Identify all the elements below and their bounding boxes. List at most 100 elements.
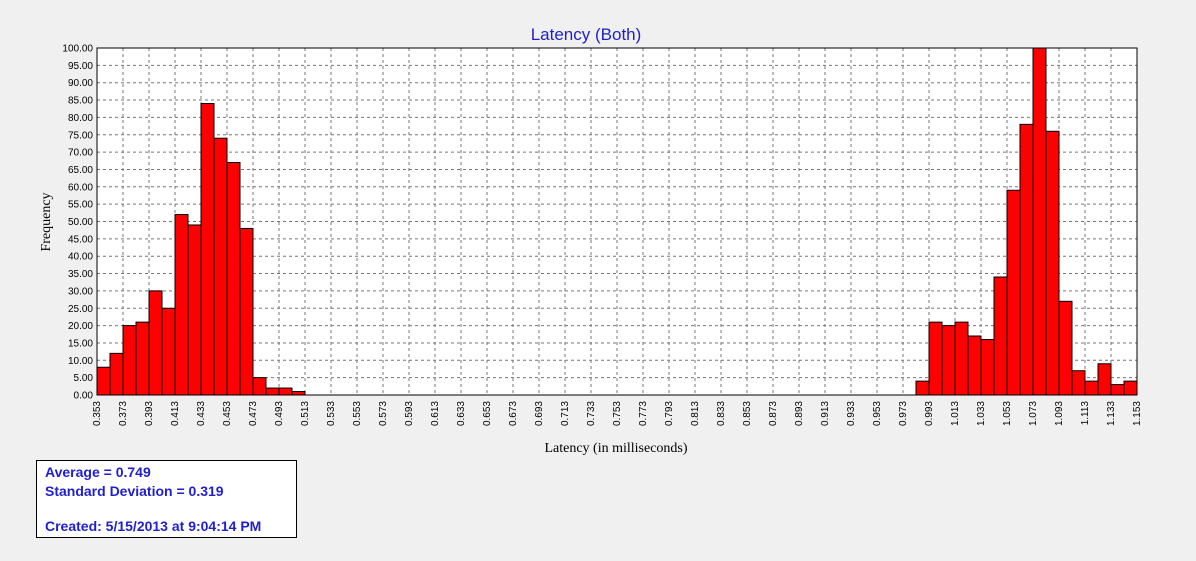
histogram-bar <box>213 137 228 396</box>
x-tick-label: 0.693 <box>534 401 545 426</box>
y-tick-label: 45.00 <box>68 234 93 245</box>
y-tick-label: 0.00 <box>74 391 94 402</box>
x-tick-label: 0.733 <box>586 401 597 426</box>
histogram-bar <box>135 321 150 396</box>
histogram-bar <box>1084 380 1099 396</box>
histogram-bar <box>993 276 1008 396</box>
average-text: Average = 0.749 <box>45 464 151 480</box>
y-tick-labels: 0.00 5.00 10.00 15.00 20.00 25.00 30.00 35.00 40… <box>62 44 93 402</box>
y-tick-label: 50.00 <box>68 217 93 228</box>
y-tick-label: 70.00 <box>68 148 93 159</box>
y-tick-label: 30.00 <box>68 286 93 297</box>
histogram-bar <box>1006 189 1021 396</box>
y-tick-label: 85.00 <box>68 96 93 107</box>
x-tick-label: 0.773 <box>638 401 649 426</box>
x-tick-label: 0.413 <box>170 401 181 426</box>
x-tick-label: 1.073 <box>1028 401 1039 426</box>
x-tick-label: 0.373 <box>118 401 129 426</box>
histogram-bar <box>915 380 930 396</box>
histogram-bar <box>200 103 215 396</box>
x-tick-label: 0.453 <box>222 401 233 426</box>
histogram-bar <box>174 214 189 396</box>
x-tick-label: 1.033 <box>976 401 987 426</box>
y-tick-label: 60.00 <box>68 182 93 193</box>
x-tick-label: 0.993 <box>924 401 935 426</box>
histogram-bar <box>1097 363 1112 396</box>
x-tick-label: 0.933 <box>846 401 857 426</box>
histogram-bar <box>980 338 995 396</box>
x-tick-label: 0.653 <box>482 401 493 426</box>
plot-border <box>96 47 1138 396</box>
x-tick-label: 0.913 <box>820 401 831 426</box>
x-tick-label: 0.593 <box>404 401 415 426</box>
y-tick-label: 75.00 <box>68 130 93 141</box>
bars <box>96 47 1138 396</box>
x-tick-label: 0.853 <box>742 401 753 426</box>
x-tick-label: 0.393 <box>144 401 155 426</box>
x-tick-label: 0.553 <box>352 401 363 426</box>
histogram-bar <box>278 387 293 396</box>
x-tick-label: 0.813 <box>690 401 701 426</box>
x-tick-label: 0.833 <box>716 401 727 426</box>
y-tick-label: 35.00 <box>68 269 93 280</box>
histogram-bar <box>187 224 202 396</box>
x-tick-label: 0.533 <box>326 401 337 426</box>
histogram-bar <box>161 307 176 396</box>
y-tick-label: 25.00 <box>68 304 93 315</box>
x-tick-label: 1.153 <box>1132 401 1143 426</box>
histogram-bar <box>1058 300 1073 396</box>
x-tick-label: 0.613 <box>430 401 441 426</box>
y-tick-label: 20.00 <box>68 321 93 332</box>
x-tick-label: 0.513 <box>300 401 311 426</box>
y-tick-label: 65.00 <box>68 165 93 176</box>
y-tick-label: 55.00 <box>68 200 93 211</box>
histogram-bar <box>226 162 241 396</box>
y-tick-label: 40.00 <box>68 252 93 263</box>
x-tick-label: 0.673 <box>508 401 519 426</box>
x-tick-label: 1.013 <box>950 401 961 426</box>
x-tick-label: 1.113 <box>1080 401 1091 426</box>
x-tick-label: 0.973 <box>898 401 909 426</box>
x-tick-label: 0.353 <box>92 401 103 426</box>
histogram-bar <box>1032 47 1047 396</box>
x-tick-label: 1.093 <box>1054 401 1065 426</box>
histogram-bar <box>148 290 163 396</box>
y-tick-label: 10.00 <box>68 356 93 367</box>
chart-title: Latency (Both) <box>531 25 642 44</box>
y-tick-label: 100.00 <box>62 44 93 55</box>
x-tick-label: 0.713 <box>560 401 571 426</box>
x-tick-label: 0.573 <box>378 401 389 426</box>
histogram-bar <box>1045 130 1060 396</box>
histogram-bar <box>1123 380 1138 396</box>
x-axis-label: Latency (in milliseconds) <box>544 441 687 456</box>
x-tick-label: 0.753 <box>612 401 623 426</box>
x-tick-label: 0.953 <box>872 401 883 426</box>
y-axis-label: Frequency <box>39 192 54 251</box>
histogram-bar <box>941 325 956 396</box>
y-tick-label: 80.00 <box>68 113 93 124</box>
x-tick-labels: 0.353 0.373 0.393 0.413 0.433 0.453 0.473 0.493… <box>92 401 1143 426</box>
statistics-box: Average = 0.749 Standard Deviation = 0.3… <box>36 460 297 538</box>
y-tick-label: 5.00 <box>74 373 94 384</box>
histogram-bar <box>252 377 267 396</box>
x-tick-label: 0.873 <box>768 401 779 426</box>
histogram-bar <box>122 325 137 396</box>
x-tick-label: 0.433 <box>196 401 207 426</box>
histogram-bar <box>109 352 124 396</box>
histogram-bar <box>1071 370 1086 396</box>
x-tick-label: 0.633 <box>456 401 467 426</box>
y-tick-label: 90.00 <box>68 78 93 89</box>
x-tick-label: 1.133 <box>1106 401 1117 426</box>
x-tick-label: 1.053 <box>1002 401 1013 426</box>
histogram-bar <box>954 321 969 396</box>
histogram-bar <box>1019 123 1034 396</box>
histogram-bar <box>967 335 982 396</box>
x-tick-label: 0.893 <box>794 401 805 426</box>
histogram-bar <box>239 227 254 396</box>
histogram-bar <box>96 366 111 396</box>
histogram-bar <box>928 321 943 396</box>
created-text: Created: 5/15/2013 at 9:04:14 PM <box>45 518 262 534</box>
x-tick-label: 0.493 <box>274 401 285 426</box>
histogram-bar <box>265 387 280 396</box>
